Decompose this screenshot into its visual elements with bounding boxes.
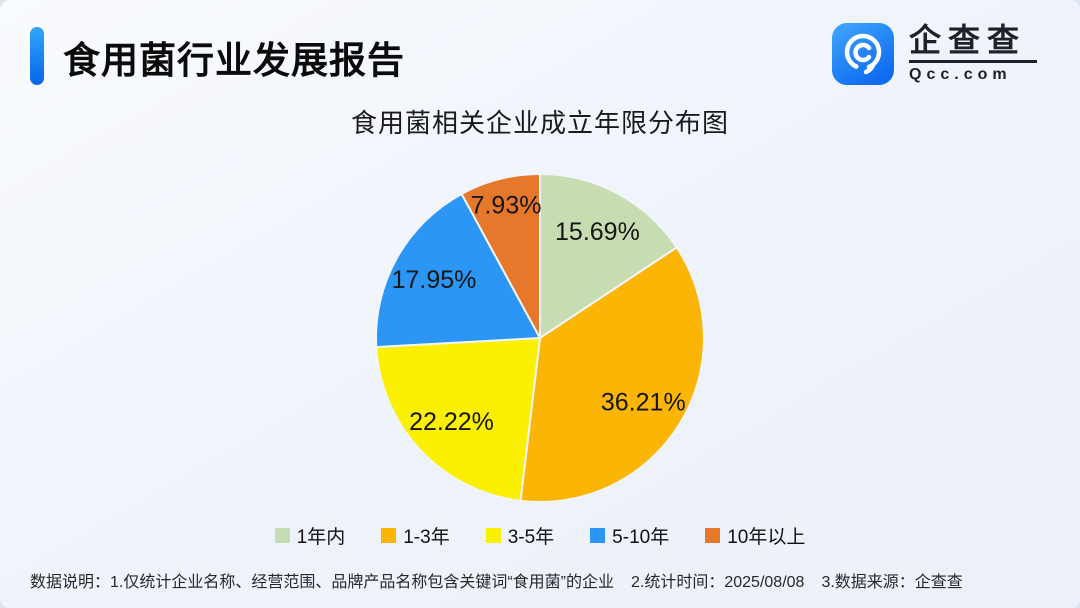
legend-swatch-icon [274, 528, 290, 543]
chart-title: 食用菌相关企业成立年限分布图 [350, 108, 729, 138]
pie-slice-3-5年[interactable] [375, 337, 541, 502]
pie-slice-value-label: 15.69% [555, 218, 640, 246]
pie-slice-1年内[interactable] [539, 173, 678, 339]
footer-note: 2.统计时间：2025/08/08 [631, 574, 805, 591]
legend-item-10年以上[interactable]: 10年以上 [705, 522, 805, 549]
legend-label: 1年内 [296, 527, 346, 548]
legend-item-3-5年[interactable]: 3-5年 [485, 522, 555, 549]
pie-chart: 15.69% 36.21% 22.22% 17.95% 7.93% [375, 173, 705, 503]
legend-label: 3-5年 [507, 527, 555, 548]
page-title: 食用菌行业发展报告 [63, 40, 405, 81]
qcc-logo: 企查查 Qcc.com [831, 22, 1037, 86]
qcc-logo-text: 企查查 Qcc.com [909, 21, 1037, 85]
legend-item-5-10年[interactable]: 5-10年 [590, 522, 669, 549]
legend-label: 10年以上 [727, 527, 806, 548]
legend-item-1年内[interactable]: 1年内 [274, 522, 346, 549]
qcc-logo-icon [832, 23, 894, 85]
footer-note: 3.数据来源：企查查 [821, 574, 963, 591]
legend-label: 5-10年 [612, 527, 670, 548]
legend-swatch-icon [590, 528, 606, 543]
pie-slice-value-label: 7.93% [471, 191, 542, 219]
title-accent-bar [30, 27, 44, 85]
legend-swatch-icon [705, 528, 721, 543]
logo-brand-name: 企查查 [909, 21, 1027, 58]
data-notes: 数据说明：1.仅统计企业名称、经营范围、品牌产品名称包含关键词“食用菌”的企业 2… [30, 568, 1060, 592]
legend-swatch-icon [381, 528, 397, 543]
pie-slice-value-label: 22.22% [409, 408, 494, 436]
pie-slice-10年以上[interactable] [460, 173, 541, 339]
chart-legend: 1年内 1-3年 3-5年 5-10年 10年以上 [0, 522, 1080, 549]
pie-slice-value-label: 36.21% [601, 389, 686, 417]
pie-slice-1-3年[interactable] [519, 246, 705, 503]
pie-slice-value-label: 17.95% [392, 266, 477, 294]
legend-item-1-3年[interactable]: 1-3年 [381, 522, 450, 549]
logo-domain: Qcc.com [909, 66, 1012, 84]
pie-slice-5-10年[interactable] [375, 192, 541, 349]
legend-label: 1-3年 [403, 527, 450, 548]
logo-divider [909, 60, 1037, 64]
legend-swatch-icon [485, 528, 501, 543]
footer-note: 数据说明：1.仅统计企业名称、经营范围、品牌产品名称包含关键词“食用菌”的企业 [30, 574, 615, 591]
